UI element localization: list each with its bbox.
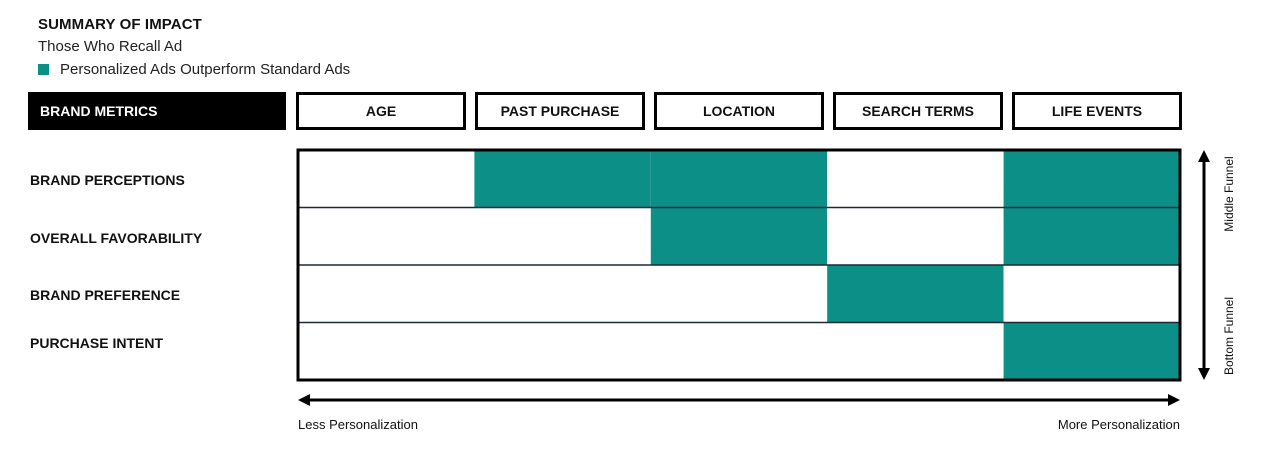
heatmap-cell-r3-c2 bbox=[474, 265, 651, 323]
heatmap-cell-r2-c3 bbox=[650, 207, 828, 265]
chart-title: SUMMARY OF IMPACT bbox=[38, 16, 202, 33]
heatmap-cell-r3-c5 bbox=[1003, 265, 1180, 323]
heatmap-cell-r4-c5 bbox=[1003, 322, 1180, 380]
x-axis-left-label: Less Personalization bbox=[298, 417, 418, 432]
legend: Personalized Ads Outperform Standard Ads bbox=[38, 61, 350, 78]
column-header-search-terms: SEARCH TERMS bbox=[833, 92, 1003, 130]
heatmap-cell-r1-c5 bbox=[1003, 150, 1180, 208]
y-axis-top-label: Middle Funnel bbox=[1222, 156, 1236, 231]
heatmap-cell-r3-c1 bbox=[298, 265, 475, 323]
row-label-purchase-intent: PURCHASE INTENT bbox=[30, 335, 164, 351]
heatmap-cell-r1-c1 bbox=[298, 150, 475, 208]
row-label-brand-preference: BRAND PREFERENCE bbox=[30, 287, 181, 303]
column-header-location: LOCATION bbox=[654, 92, 824, 130]
x-axis-arrow-left-head bbox=[298, 394, 310, 406]
row-label-brand-perceptions: BRAND PERCEPTIONS bbox=[30, 172, 185, 188]
heatmap-cell-r4-c3 bbox=[650, 322, 828, 380]
column-header-age: AGE bbox=[296, 92, 466, 130]
column-header-past-purchase: PAST PURCHASE bbox=[475, 92, 645, 130]
column-header-life-events: LIFE EVENTS bbox=[1012, 92, 1182, 130]
brand-metrics-header: BRAND METRICS bbox=[28, 92, 286, 130]
y-axis-bottom-label: Bottom Funnel bbox=[1222, 297, 1236, 375]
heatmap-cell-r1-c4 bbox=[827, 150, 1004, 208]
y-axis-arrow-top-head bbox=[1198, 150, 1210, 162]
legend-label: Personalized Ads Outperform Standard Ads bbox=[60, 61, 351, 78]
heatmap-cell-r3-c3 bbox=[650, 265, 828, 323]
heatmap-cell-r1-c3 bbox=[650, 150, 828, 208]
heatmap-cell-r2-c4 bbox=[827, 207, 1004, 265]
heatmap-cell-r1-c2 bbox=[474, 150, 651, 208]
heatmap-cell-r4-c1 bbox=[298, 322, 475, 380]
y-axis-arrow-bottom-head bbox=[1198, 368, 1210, 380]
heatmap-cell-r2-c5 bbox=[1003, 207, 1180, 265]
heatmap-cell-r2-c2 bbox=[474, 207, 651, 265]
heatmap-cell-r2-c1 bbox=[298, 207, 475, 265]
x-axis-arrow-right-head bbox=[1168, 394, 1180, 406]
chart-subtitle: Those Who Recall Ad bbox=[38, 38, 183, 55]
legend-swatch bbox=[38, 64, 49, 75]
heatmap-cell-r4-c2 bbox=[474, 322, 651, 380]
heatmap-cell-r4-c4 bbox=[827, 322, 1004, 380]
row-label-overall-favorability: OVERALL FAVORABILITY bbox=[30, 230, 203, 246]
heatmap-border bbox=[296, 148, 1182, 382]
heatmap-cell-r3-c4 bbox=[827, 265, 1004, 323]
x-axis-right-label: More Personalization bbox=[1057, 417, 1180, 432]
